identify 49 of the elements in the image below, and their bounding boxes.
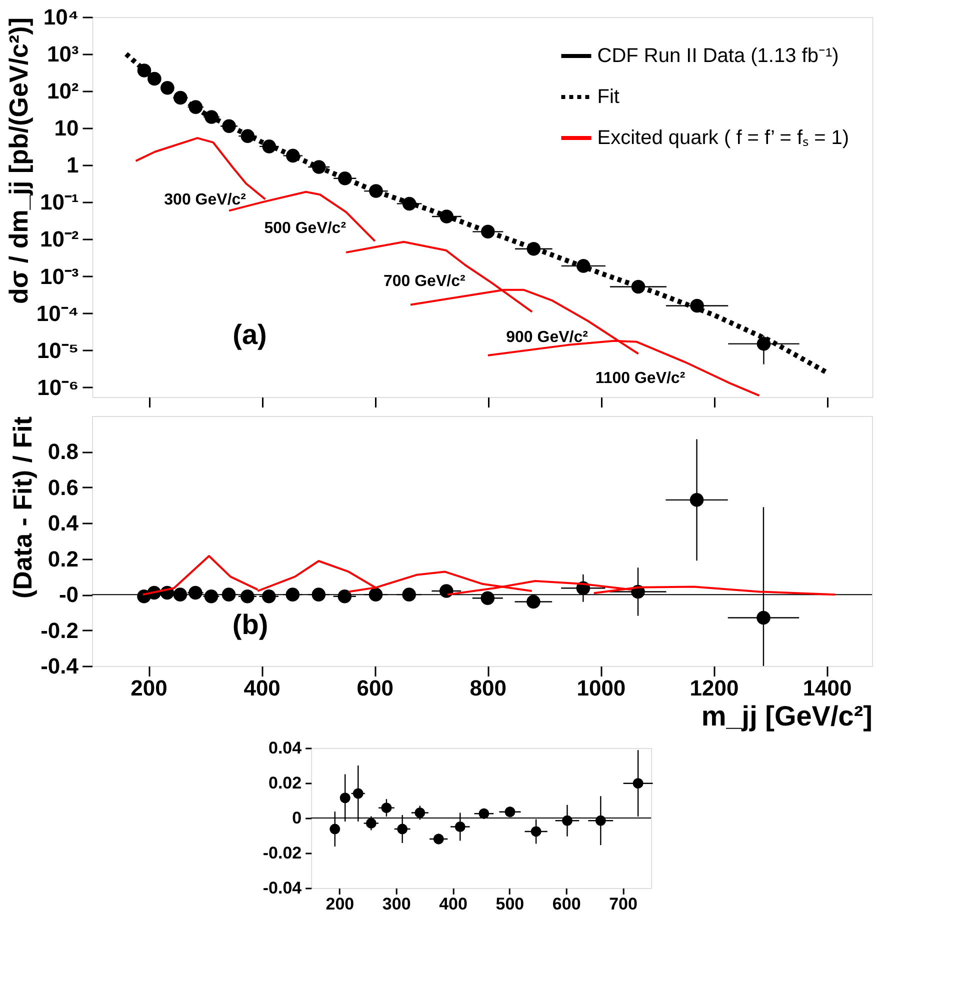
legend-label: Fit [597, 86, 620, 108]
y-axis-title: dσ / dm_jj [pb/(GeV/c²)] [3, 18, 34, 304]
annotation: (a) [232, 319, 267, 350]
x-tick-label: 200 [326, 894, 354, 914]
legend-label: Excited quark ( f = f’ = fₛ = 1) [597, 127, 850, 149]
y-tick-label: 10⁻⁴ [36, 300, 79, 326]
y-axis-title: (Data - Fit) / Fit [8, 416, 38, 598]
y-tick-label: 10² [46, 78, 79, 104]
annotation: 500 GeV/c² [264, 220, 346, 238]
x-tick-label: 600 [356, 676, 394, 700]
y-tick-label: 0.04 [268, 738, 302, 758]
y-tick-label: 0 [292, 808, 302, 828]
x-tick-label: 400 [244, 676, 280, 700]
x-tick-label: 1000 [576, 676, 626, 700]
y-tick-label: 0.4 [48, 510, 80, 536]
y-tick-label: 10⁻¹ [40, 190, 79, 215]
x-tick-label: 600 [552, 894, 581, 914]
x-tick-label: 1200 [690, 676, 739, 700]
x-tick-label: 1400 [802, 676, 852, 700]
y-tick-label: 0.02 [268, 774, 302, 792]
y-tick-label: 10 [54, 116, 79, 141]
annotation: 300 GeV/c² [164, 191, 246, 208]
x-tick-label: 700 [609, 894, 638, 914]
y-tick-label: 1 [66, 152, 79, 178]
annotation: 900 GeV/c² [506, 328, 588, 346]
y-tick-label: 0.8 [48, 439, 78, 464]
y-tick-label: 10⁻⁵ [36, 338, 79, 363]
y-tick-label: 0.6 [48, 474, 78, 500]
annotation: (b) [232, 609, 268, 640]
x-tick-label: 400 [439, 894, 468, 914]
x-tick-label: 300 [382, 894, 411, 914]
y-tick-label: 10⁻⁶ [37, 374, 79, 400]
x-tick-label: 800 [470, 676, 507, 700]
y-tick-label: -0.4 [40, 654, 80, 678]
y-tick-label: -0.2 [40, 618, 78, 643]
y-tick-label: 10³ [46, 42, 79, 67]
legend-label: CDF Run II Data (1.13 fb⁻¹) [597, 45, 839, 67]
y-tick-label: -0.04 [262, 878, 302, 898]
annotation: 1100 GeV/c² [595, 370, 686, 388]
y-tick-label: -0 [58, 582, 78, 608]
annotation: 700 GeV/c² [383, 273, 466, 290]
y-tick-label: -0.02 [262, 844, 302, 862]
x-axis-title: m_jj [GeV/c²] [701, 700, 872, 732]
y-tick-label: 10⁴ [43, 4, 79, 30]
y-tick-label: 0.2 [48, 546, 78, 572]
y-tick-label: 10⁻² [40, 226, 79, 252]
y-tick-label: 10⁻³ [40, 264, 79, 289]
x-tick-label: 500 [496, 894, 524, 914]
x-tick-label: 200 [130, 676, 168, 700]
